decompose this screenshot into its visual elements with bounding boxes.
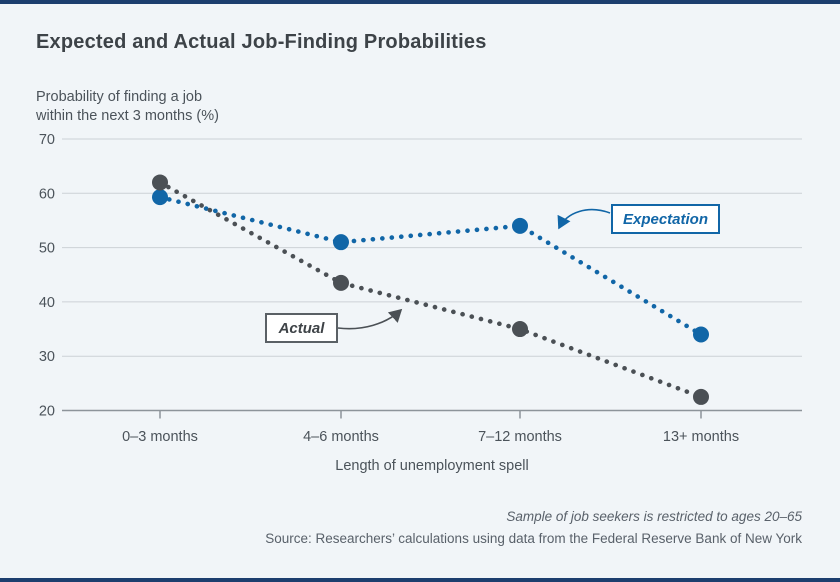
actual-label: Actual (278, 319, 325, 337)
x-tick-label: 0–3 months (122, 429, 198, 445)
data-point-expectation (693, 326, 709, 343)
data-point-actual (152, 174, 168, 191)
y-axis-title-line2: within the next 3 months (%) (36, 108, 219, 124)
y-tick-label: 20 (39, 404, 55, 420)
footnote: Sample of job seekers is restricted to a… (506, 509, 802, 524)
source-line: Source: Researchers’ calculations using … (265, 531, 802, 546)
y-tick-label: 40 (39, 295, 55, 311)
y-axis-title-line1: Probability of finding a job (36, 89, 203, 105)
data-point-actual (693, 388, 709, 405)
legend-callout-actual: Actual (265, 313, 338, 343)
top-rule (0, 0, 840, 4)
legend-callout-expectation: Expectation (611, 204, 720, 234)
x-axis-title: Length of unemployment spell (335, 458, 529, 474)
data-point-expectation (512, 217, 528, 234)
bottom-rule (0, 578, 840, 582)
actual-callout-arrow (337, 308, 403, 330)
data-point-actual (333, 274, 349, 291)
y-axis-title: Probability of finding a job within the … (36, 88, 219, 126)
data-point-actual (512, 321, 528, 338)
y-tick-label: 30 (39, 349, 55, 365)
data-point-expectation (152, 189, 168, 206)
x-tick-label: 13+ months (663, 429, 739, 445)
y-tick-label: 70 (39, 132, 55, 148)
expectation-callout-arrow (557, 208, 611, 230)
chart-title: Expected and Actual Job-Finding Probabil… (36, 31, 487, 53)
x-tick-label: 7–12 months (478, 429, 562, 445)
data-point-expectation (333, 234, 349, 251)
y-tick-label: 60 (39, 186, 55, 202)
series-line-actual (157, 180, 704, 400)
expectation-label: Expectation (622, 210, 709, 228)
x-tick-label: 4–6 months (303, 429, 379, 445)
y-tick-label: 50 (39, 241, 55, 257)
series-line-expectation (157, 194, 704, 337)
